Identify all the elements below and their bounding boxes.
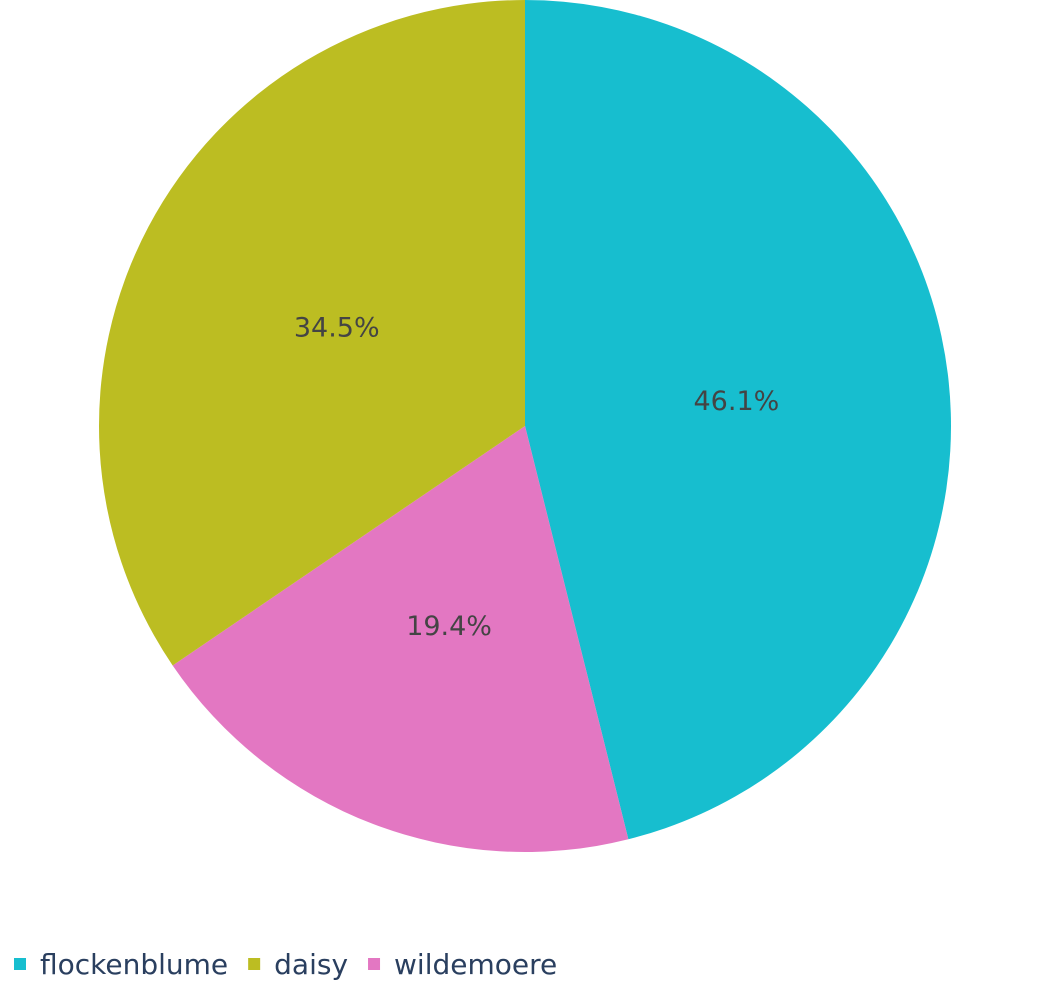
pie-slice-flockenblume[interactable] (525, 0, 951, 840)
legend-item-flockenblume[interactable]: flockenblume (14, 948, 228, 981)
legend: flockenblume daisy wildemoere (14, 948, 557, 981)
legend-item-wildemoere[interactable]: wildemoere (368, 948, 557, 981)
slice-label-daisy: 34.5% (294, 312, 380, 343)
legend-item-daisy[interactable]: daisy (248, 948, 348, 981)
slice-label-flockenblume: 46.1% (694, 386, 780, 417)
legend-label-flockenblume: flockenblume (40, 948, 228, 981)
pie-slice-labels: 46.1% 19.4% 34.5% (294, 312, 779, 642)
slice-label-wildemoere: 19.4% (406, 611, 492, 642)
legend-label-daisy: daisy (274, 948, 348, 981)
pie-slice-daisy[interactable] (99, 0, 525, 666)
legend-label-wildemoere: wildemoere (394, 948, 557, 981)
legend-swatch-wildemoere (368, 958, 381, 970)
pie-slices (99, 0, 951, 852)
legend-swatch-daisy (248, 958, 261, 970)
legend-swatch-flockenblume (14, 958, 26, 970)
pie-slice-wildemoere[interactable] (172, 426, 629, 852)
